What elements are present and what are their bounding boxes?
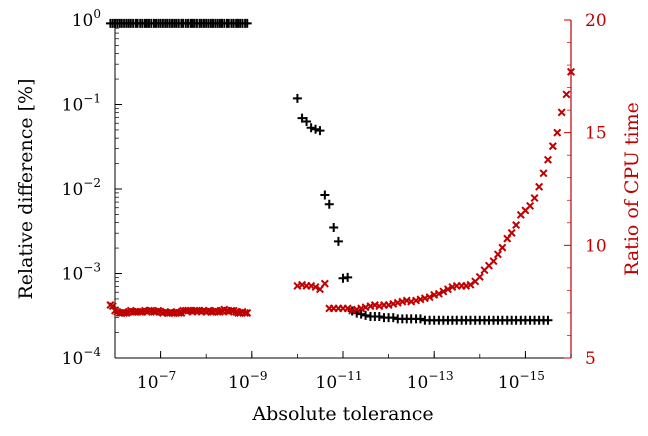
left-axis-ticks: 100 10−1 10−2 10−3 10−4 — [62, 7, 122, 369]
right-axis-ticks: 5 10 15 20 — [564, 11, 607, 369]
x-marker — [343, 304, 352, 313]
y-right-tick-label: 5 — [585, 349, 596, 369]
x-marker — [493, 250, 502, 259]
plus-marker — [242, 18, 252, 28]
x-marker — [535, 182, 544, 191]
x-marker — [241, 308, 250, 317]
x-marker — [530, 194, 539, 203]
x-axis-label: Absolute tolerance — [251, 403, 433, 425]
x-marker — [489, 257, 498, 266]
x-marker — [498, 243, 507, 252]
y-left-tick-label: 10−3 — [62, 261, 101, 285]
x-tick-label: 10−11 — [316, 369, 363, 393]
plus-marker — [388, 313, 398, 323]
x-marker — [548, 142, 557, 151]
plus-marker — [333, 236, 343, 246]
x-tick-label: 10−13 — [407, 369, 454, 393]
plus-marker — [356, 309, 366, 319]
y-left-tick-label: 10−1 — [62, 92, 101, 116]
x-marker — [434, 289, 443, 298]
x-marker — [557, 108, 566, 117]
x-marker — [174, 308, 183, 317]
plus-marker — [306, 123, 316, 133]
plus-marker — [320, 190, 330, 200]
plus-marker — [543, 315, 553, 325]
x-marker — [507, 228, 516, 237]
x-marker — [243, 308, 252, 317]
plus-marker — [415, 314, 425, 324]
x-marker — [311, 283, 320, 292]
y-left-tick-label: 10−2 — [62, 176, 101, 200]
plus-marker — [324, 199, 334, 209]
x-marker — [512, 221, 521, 230]
plus-marker — [329, 223, 339, 233]
plus-marker — [292, 93, 302, 103]
x-marker — [425, 293, 434, 302]
right-axis-label: Ratio of CPU time — [621, 102, 643, 276]
plus-marker — [361, 310, 371, 320]
x-marker — [539, 169, 548, 178]
plus-marker — [311, 124, 321, 134]
x-marker — [443, 285, 452, 294]
y-left-tick-label: 100 — [72, 7, 101, 31]
plus-marker — [315, 126, 325, 136]
x-marker — [553, 128, 562, 137]
x-marker — [526, 201, 535, 210]
cpu-time-ratio-series — [106, 67, 576, 317]
y-right-tick-label: 10 — [585, 236, 607, 256]
plus-marker — [343, 272, 353, 282]
x-marker — [475, 272, 484, 281]
y-right-tick-label: 20 — [585, 11, 607, 31]
x-marker — [439, 287, 448, 296]
plus-marker — [302, 116, 312, 126]
y-right-tick-label: 15 — [585, 124, 607, 144]
x-tick-label: 10−15 — [498, 369, 545, 393]
x-axis-ticks: 10−7 10−9 10−11 10−13 10−15 — [114, 351, 572, 393]
plus-marker — [374, 311, 384, 321]
y-left-tick-label: 10−4 — [62, 345, 102, 369]
x-marker — [320, 279, 329, 288]
x-tick-label: 10−7 — [137, 369, 176, 393]
left-axis-label: Relative difference [%] — [15, 78, 37, 299]
x-marker — [562, 90, 571, 99]
relative-difference-series — [105, 18, 553, 325]
x-tick-label: 10−9 — [228, 369, 267, 393]
x-marker — [543, 155, 552, 164]
x-marker — [566, 67, 576, 76]
